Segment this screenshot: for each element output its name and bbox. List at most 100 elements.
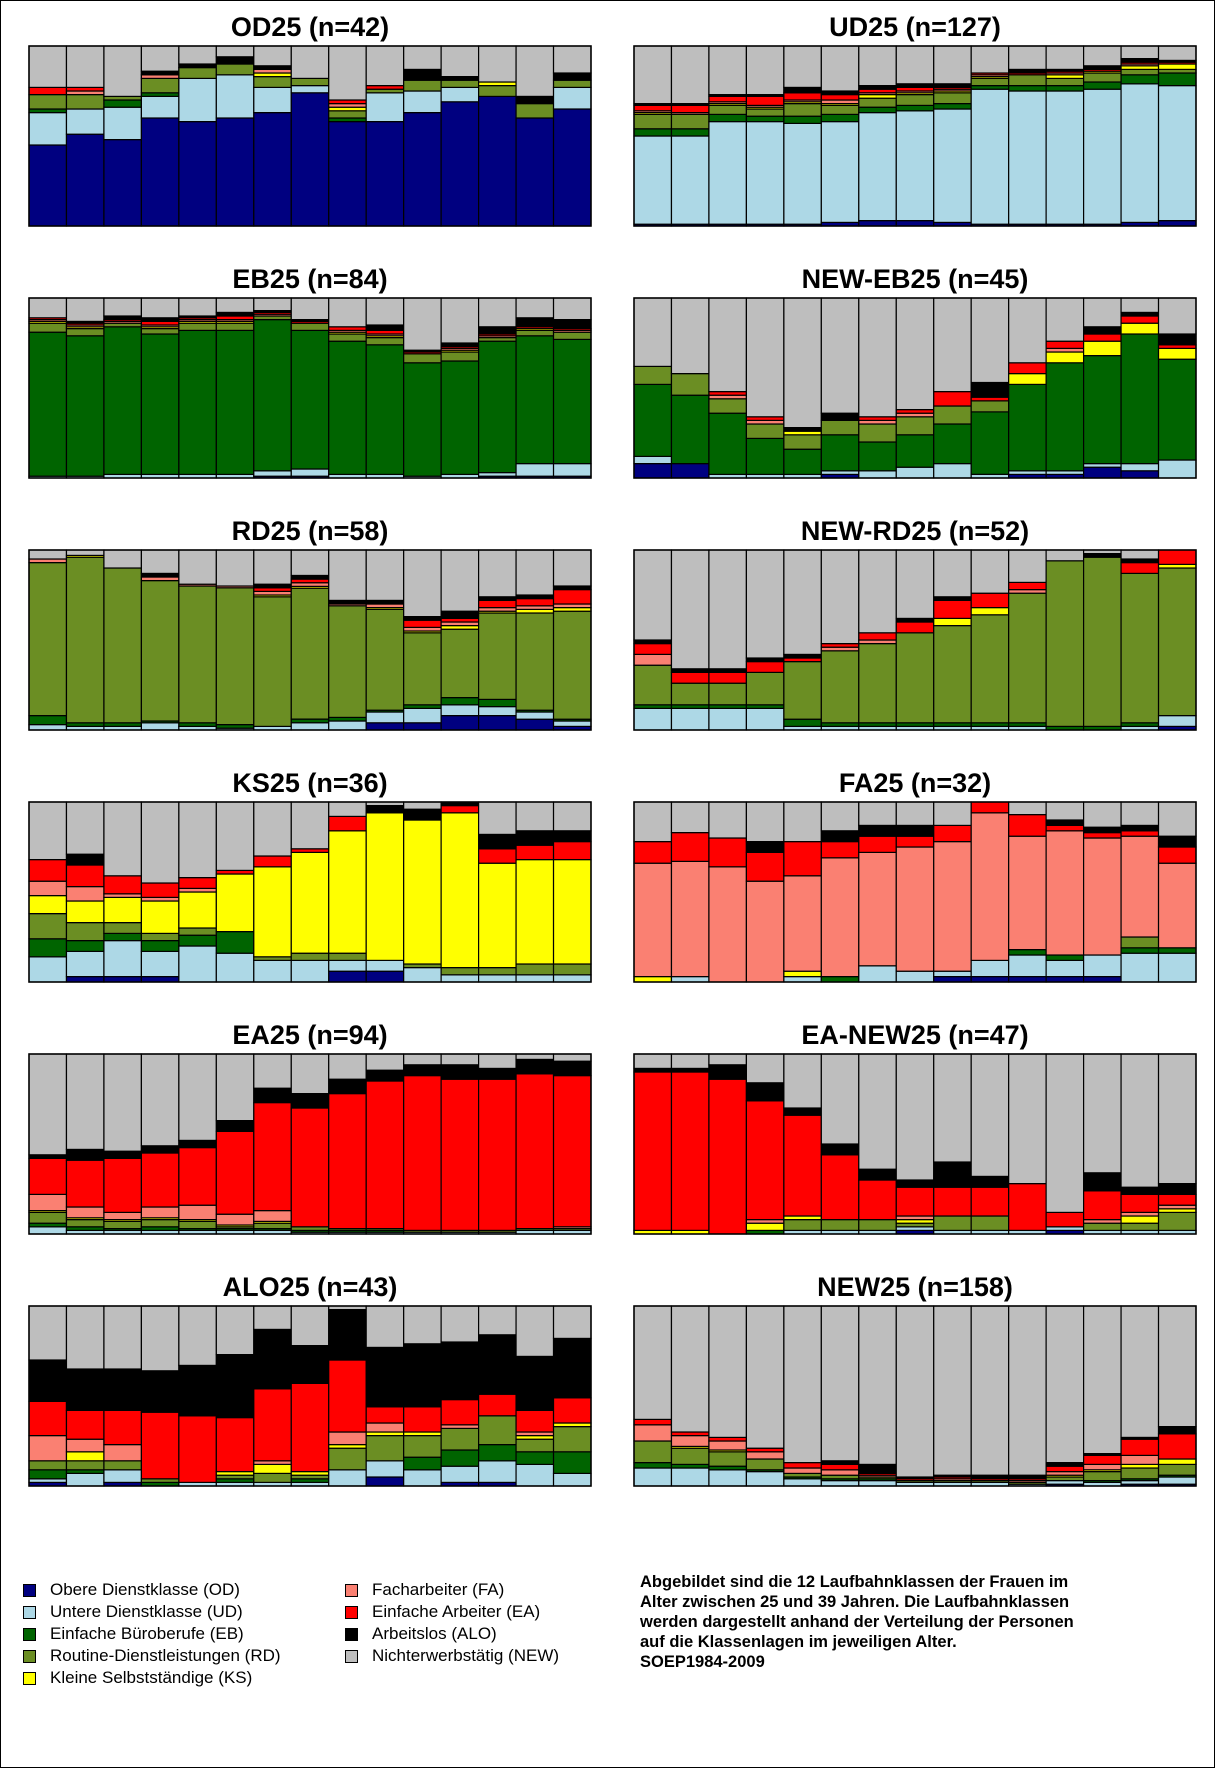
bar-segment-rd [103, 567, 143, 724]
bar-segment-alo [65, 1148, 105, 1161]
bar-segment-ea [140, 882, 180, 898]
bar-segment-ks [970, 606, 1010, 616]
bar-segment-alo [1082, 826, 1122, 834]
bar-segment-ks [28, 894, 68, 915]
bar-segment-ud [365, 711, 405, 724]
bar-segment-new [215, 1053, 255, 1122]
bar-segment-ea [858, 632, 897, 641]
bar-segment-rd [1157, 567, 1197, 717]
bar-segment-ea [1082, 1454, 1122, 1466]
bar-segment-ud [1120, 463, 1160, 472]
bar-segment-ea [1120, 561, 1160, 574]
bar-segment-eb [895, 104, 935, 112]
bar-segment-od [365, 722, 405, 731]
bar-segment-ea [552, 840, 592, 861]
bar-segment-new [708, 297, 747, 393]
bar-segment-ud [215, 74, 255, 119]
bar-segment-rd [1120, 1467, 1160, 1480]
bar-segment-eb [552, 1451, 592, 1475]
bar-segment-ea [1008, 813, 1047, 837]
bar-segment-ks [1082, 340, 1122, 357]
bar-segment-alo [745, 840, 785, 853]
bar-segment-ea [403, 1406, 442, 1433]
bar-segment-fa [28, 1434, 68, 1462]
bar-segment-eb [103, 326, 143, 475]
bar-segment-new [933, 1305, 972, 1476]
chart-title: NEW-EB25 (n=45) [802, 264, 1029, 294]
bar-segment-new [858, 549, 897, 634]
bar-segment-new [820, 297, 860, 414]
bar-segment-od [440, 101, 480, 227]
bar-segment-eb [670, 394, 710, 465]
bar-segment-ea [1157, 1193, 1197, 1206]
plot-border [633, 801, 1197, 983]
bar-segment-new [1120, 1305, 1160, 1438]
bar-segment-ud [1082, 88, 1122, 225]
bar-segment-ea [858, 835, 897, 854]
bar-segment-new [103, 1305, 143, 1370]
bar-segment-rd [253, 1472, 292, 1484]
bar-segment-ea [783, 92, 822, 101]
bar-segment-ea [365, 1406, 405, 1424]
bar-segment-rd [440, 351, 480, 362]
chart-title: EB25 (n=84) [232, 264, 387, 294]
bar-segment-eb [933, 423, 972, 465]
bar-segment-rd [28, 912, 68, 940]
bar-segment-new [933, 45, 972, 85]
bar-segment-new [745, 1053, 785, 1084]
bar-segment-rd [1008, 592, 1047, 724]
bar-segment-eb [633, 128, 673, 137]
bar-segment-ea [1082, 831, 1122, 839]
bar-segment-new [515, 45, 555, 98]
bar-segment-od [103, 975, 143, 983]
bar-segment-fa [745, 880, 785, 983]
bar-segment-new [65, 801, 105, 855]
legend-label: Einfache Arbeiter (EA) [372, 1602, 541, 1621]
bar-segment-ea [1157, 549, 1197, 565]
bar-segment-rd [1008, 74, 1047, 87]
bar-segment-ud [253, 470, 292, 477]
bar-segment-rd [670, 373, 710, 396]
bar-segment-ea [820, 1463, 860, 1471]
bar-segment-fa [103, 1443, 143, 1462]
bar-segment-new [440, 1305, 480, 1343]
bar-segment-ea [745, 1100, 785, 1221]
bar-segment-ea [178, 1146, 217, 1206]
bar-segment-rd [933, 92, 972, 105]
bar-segment-ud [65, 950, 105, 978]
bar-segment-od [65, 133, 105, 227]
bar-segment-new [253, 801, 292, 857]
bar-segment-fa [253, 1209, 292, 1222]
bar-segment-ud [1157, 84, 1197, 222]
bar-segment-ud [515, 974, 555, 983]
bar-segment-ea [970, 801, 1010, 814]
bar-segment-fa [858, 851, 897, 967]
legend-swatch [23, 1649, 36, 1663]
bar-segment-alo [515, 317, 555, 328]
chart-panel: FA25 (n=32) [633, 768, 1197, 983]
bar-segment-alo [1045, 819, 1085, 827]
chart-panel: UD25 (n=127) [633, 12, 1197, 227]
bar-segment-rd [670, 682, 710, 706]
bar-segment-rd [28, 561, 68, 717]
bar-segment-alo [478, 1334, 517, 1395]
bar-segment-ea [290, 1382, 330, 1473]
bar-segment-ea [1045, 340, 1085, 350]
bar-segment-fa [215, 1213, 255, 1226]
bar-segment-ea [633, 642, 673, 655]
bar-segment-new [970, 549, 1010, 594]
bar-segment-ea [895, 1186, 935, 1217]
bar-segment-new [1008, 297, 1047, 364]
bar-segment-ks [328, 830, 367, 954]
bar-segment-ea [1082, 333, 1122, 342]
bar-segment-fa [65, 1206, 105, 1219]
bar-segment-rd [970, 77, 1010, 87]
bar-segment-new [1120, 1053, 1160, 1188]
bar-segment-ud [290, 722, 330, 731]
bar-segment-new [1082, 801, 1122, 828]
bar-segment-fa [1045, 830, 1085, 956]
bar-segment-alo [708, 1064, 747, 1080]
legend-label: Untere Dienstklasse (UD) [50, 1602, 243, 1621]
bar-segment-ud [103, 106, 143, 141]
bar-segment-new [65, 1053, 105, 1151]
